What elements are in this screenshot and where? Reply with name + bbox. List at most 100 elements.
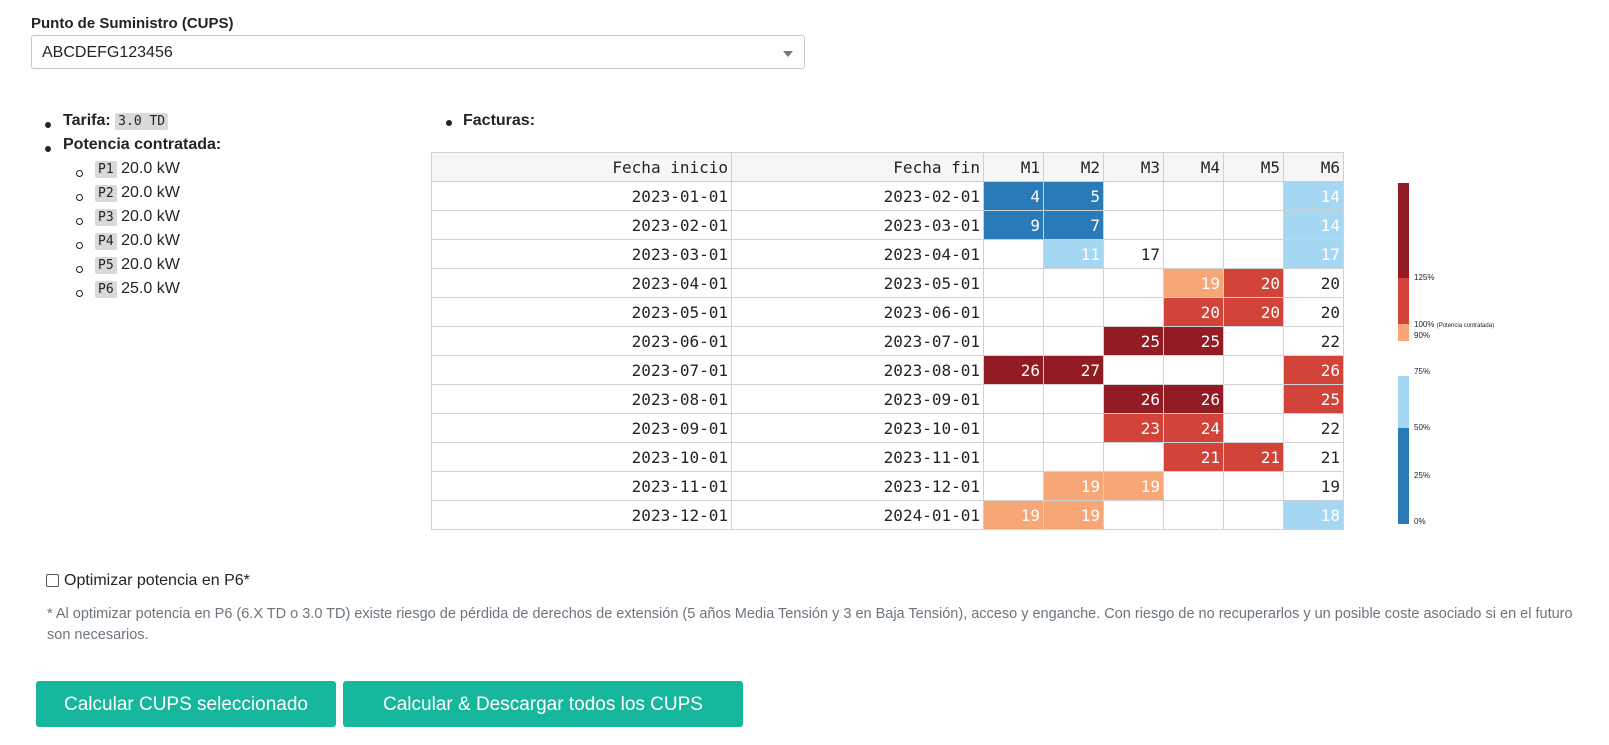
cell-fecha-inicio: 2023-07-01 (431, 355, 732, 385)
cell-m3 (1103, 268, 1164, 298)
cell-m6: 26 (1283, 355, 1344, 385)
cell-m4 (1163, 500, 1224, 530)
colorbar-dark-red (1398, 183, 1409, 278)
cell-fecha-inicio: 2023-03-01 (431, 239, 732, 269)
cell-fecha-inicio: 2023-06-01 (431, 326, 732, 356)
cell-m2: 11 (1043, 239, 1104, 269)
cell-m3 (1103, 355, 1164, 385)
cell-fecha-inicio: 2023-01-01 (431, 181, 732, 211)
cell-m3 (1103, 297, 1164, 327)
cell-m5 (1223, 413, 1284, 443)
period-code: P3 (95, 209, 117, 226)
cell-m3 (1103, 181, 1164, 211)
table-header-row: Fecha inicio Fecha fin M1 M2 M3 M4 M5 M6 (431, 152, 1344, 182)
cell-m2: 19 (1043, 471, 1104, 501)
cell-m5 (1223, 471, 1284, 501)
table-row: 2023-09-01 2023-10-01 23 24 22 (431, 413, 1344, 443)
bullet-icon (76, 290, 83, 297)
period-code: P1 (95, 161, 117, 178)
header-m5: M5 (1223, 152, 1284, 182)
cell-fecha-fin: 2023-06-01 (731, 297, 984, 327)
cell-m3: 23 (1103, 413, 1164, 443)
period-item: P1 20.0 kW (95, 160, 180, 178)
cell-fecha-fin: 2023-04-01 (731, 239, 984, 269)
cell-m5 (1223, 181, 1284, 211)
cell-m1: 9 (983, 210, 1044, 240)
cell-m3: 17 (1103, 239, 1164, 269)
cell-m1 (983, 471, 1044, 501)
cell-m6: 20 (1283, 297, 1344, 327)
potencia-label: Potencia contratada: (63, 136, 222, 153)
optimize-p6-checkbox[interactable] (46, 574, 59, 587)
cell-m3: 25 (1103, 326, 1164, 356)
cell-m5 (1223, 239, 1284, 269)
bullet-icon (45, 146, 51, 152)
period-item: P5 20.0 kW (95, 256, 180, 274)
period-item: P3 20.0 kW (95, 208, 180, 226)
facturas-title: Facturas: (463, 112, 536, 129)
cell-m5: 21 (1223, 442, 1284, 472)
cell-m3: 26 (1103, 384, 1164, 414)
bullet-icon (45, 122, 51, 128)
period-code: P4 (95, 233, 117, 250)
cell-m4: 20 (1163, 297, 1224, 327)
cell-m2 (1043, 384, 1104, 414)
cell-m3 (1103, 442, 1164, 472)
colorbar-tick-25: 25% (1414, 471, 1431, 480)
tarifa-label: Tarifa: (63, 112, 111, 129)
cell-m4: 19 (1163, 268, 1224, 298)
period-value: 20.0 kW (121, 232, 180, 249)
table-row: 2023-05-01 2023-06-01 20 20 20 (431, 297, 1344, 327)
cell-m4 (1163, 239, 1224, 269)
colorbar-blue (1398, 428, 1409, 524)
table-row: 2023-11-01 2023-12-01 19 19 19 (431, 471, 1344, 501)
cups-select[interactable]: ABCDEFG123456 (31, 35, 805, 69)
cell-fecha-inicio: 2023-05-01 (431, 297, 732, 327)
period-value: 20.0 kW (121, 184, 180, 201)
colorbar-light-blue (1398, 376, 1409, 428)
cell-m3 (1103, 210, 1164, 240)
table-row: 2023-12-01 2024-01-01 19 19 18 (431, 500, 1344, 530)
period-value: 20.0 kW (121, 208, 180, 225)
colorbar-red (1398, 278, 1409, 324)
cell-m5 (1223, 500, 1284, 530)
cell-m3 (1103, 500, 1164, 530)
cell-fecha-fin: 2023-02-01 (731, 181, 984, 211)
calculate-download-all-button[interactable]: Calcular & Descargar todos los CUPS (343, 681, 743, 727)
cell-fecha-fin: 2023-10-01 (731, 413, 984, 443)
cell-m6: 21 (1283, 442, 1344, 472)
cell-m2 (1043, 297, 1104, 327)
optimize-p6-label[interactable]: Optimizar potencia en P6* (64, 572, 250, 589)
period-value: 20.0 kW (121, 160, 180, 177)
colorbar-tick-50: 50% (1414, 423, 1431, 432)
cell-m1 (983, 297, 1044, 327)
cell-m6: 17 (1283, 239, 1344, 269)
tarifa-value: 3.0 TD (115, 113, 169, 130)
cell-fecha-inicio: 2023-08-01 (431, 384, 732, 414)
period-item: P4 20.0 kW (95, 232, 180, 250)
cell-fecha-fin: 2023-07-01 (731, 326, 984, 356)
bullet-icon (76, 266, 83, 273)
bullet-icon (76, 170, 83, 177)
cell-m1 (983, 442, 1044, 472)
cell-m1 (983, 384, 1044, 414)
colorbar-tick-90: 90% (1414, 331, 1431, 340)
cell-m2 (1043, 326, 1104, 356)
bullet-icon (76, 218, 83, 225)
table-row: 2023-03-01 2023-04-01 11 17 17 (431, 239, 1344, 269)
cell-m1 (983, 268, 1044, 298)
period-code: P2 (95, 185, 117, 202)
cell-fecha-inicio: 2023-04-01 (431, 268, 732, 298)
period-value: 20.0 kW (121, 256, 180, 273)
chevron-down-icon[interactable] (783, 51, 793, 57)
header-fecha-inicio: Fecha inicio (431, 152, 732, 182)
calculate-selected-button[interactable]: Calcular CUPS seleccionado (36, 681, 336, 727)
cell-m6: 20 (1283, 268, 1344, 298)
cell-m2 (1043, 268, 1104, 298)
cell-m6: 22 (1283, 413, 1344, 443)
cell-m5 (1223, 355, 1284, 385)
cell-m6: 18 (1283, 500, 1344, 530)
cell-m2: 7 (1043, 210, 1104, 240)
header-m2: M2 (1043, 152, 1104, 182)
table-row: 2023-10-01 2023-11-01 21 21 21 (431, 442, 1344, 472)
